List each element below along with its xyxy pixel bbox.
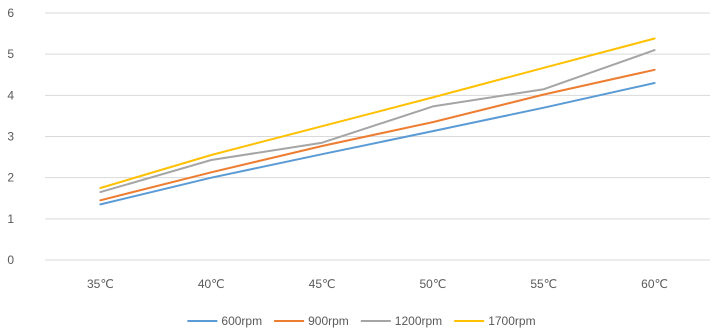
- y-tick-label: 6: [7, 6, 14, 20]
- x-tick-label: 45℃: [309, 277, 336, 291]
- x-tick-label: 60℃: [641, 277, 668, 291]
- x-tick-label: 35℃: [87, 277, 114, 291]
- legend-item-900rpm: 900rpm: [274, 314, 349, 328]
- legend-item-600rpm: 600rpm: [187, 314, 262, 328]
- legend-label: 600rpm: [221, 314, 262, 328]
- legend-item-1700rpm: 1700rpm: [454, 314, 536, 328]
- x-tick-label: 55℃: [530, 277, 557, 291]
- gridlines: [45, 12, 710, 261]
- series-line-600rpm: [99, 82, 656, 206]
- y-tick-label: 2: [7, 171, 14, 185]
- y-tick-label: 5: [7, 47, 14, 61]
- series-line-1200rpm: [99, 49, 656, 194]
- legend: 600rpm 900rpm 1200rpm 1700rpm: [187, 314, 536, 328]
- series-line-1700rpm: [99, 37, 656, 189]
- legend-label: 1700rpm: [488, 314, 535, 328]
- legend-label: 900rpm: [308, 314, 349, 328]
- series-lines: [99, 37, 656, 206]
- y-tick-label: 3: [7, 130, 14, 144]
- y-tick-label: 0: [7, 253, 14, 267]
- x-axis-tick-labels: 35℃ 40℃ 45℃ 50℃ 55℃ 60℃: [87, 277, 668, 291]
- y-tick-label: 1: [7, 212, 14, 226]
- y-tick-label: 4: [7, 88, 14, 102]
- y-axis-tick-labels: 0 1 2 3 4 5 6: [7, 6, 14, 267]
- x-tick-label: 50℃: [420, 277, 447, 291]
- series-line-900rpm: [99, 68, 656, 202]
- legend-label: 1200rpm: [395, 314, 442, 328]
- x-tick-label: 40℃: [198, 277, 225, 291]
- legend-item-1200rpm: 1200rpm: [360, 314, 442, 328]
